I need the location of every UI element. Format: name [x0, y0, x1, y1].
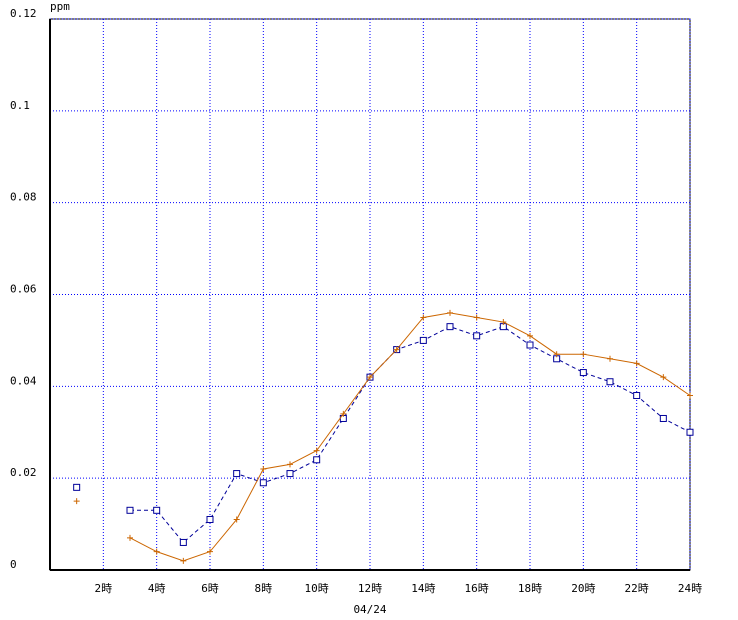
x-tick-label: 2時 [95, 582, 113, 595]
data-point [580, 351, 587, 358]
data-point [473, 314, 480, 321]
x-tick-label: 22時 [625, 582, 649, 595]
data-point [526, 341, 534, 349]
y-tick-label: 0.12 [10, 7, 37, 20]
x-tick-label: 20時 [571, 582, 595, 595]
x-tick-label: 6時 [201, 582, 219, 595]
x-tick-label: 24時 [678, 582, 702, 595]
data-point [527, 332, 533, 339]
x-tick-label: 16時 [465, 582, 489, 595]
data-point [393, 346, 400, 353]
data-point [473, 332, 481, 340]
data-point [207, 548, 213, 555]
data-point [579, 369, 587, 377]
data-point [659, 414, 667, 422]
data-point [260, 465, 267, 472]
data-point [73, 498, 80, 505]
x-tick-label: 18時 [518, 582, 542, 595]
y-tick-label: 0 [10, 558, 17, 571]
data-point [233, 470, 241, 478]
data-point [633, 392, 641, 400]
x-tick-label: 14時 [411, 582, 435, 595]
x-axis-label: 04/24 [353, 603, 386, 616]
data-point [686, 428, 694, 436]
data-point [500, 319, 507, 326]
data-point [286, 470, 294, 478]
series-line [130, 326, 691, 544]
data-point [606, 378, 614, 386]
data-point [660, 374, 667, 381]
data-point [313, 447, 320, 454]
data-point [419, 336, 427, 344]
data-point [447, 309, 453, 316]
data-point [607, 355, 613, 362]
data-point [340, 410, 347, 417]
y-tick-label: 0.06 [10, 283, 37, 296]
y-tick-label: 0.04 [10, 374, 37, 387]
y-tick-label: 0.1 [10, 99, 30, 112]
data-point [313, 456, 321, 464]
data-point [367, 374, 373, 381]
data-point [446, 323, 454, 331]
data-point [633, 360, 640, 367]
y-tick-label: 0.02 [10, 466, 37, 479]
data-point [259, 479, 267, 487]
y-tick-label: 0.08 [10, 191, 37, 204]
data-point [180, 557, 187, 564]
data-point [420, 314, 427, 321]
y-axis-unit: ppm [50, 0, 70, 13]
data-point [179, 538, 187, 546]
data-point [553, 351, 560, 358]
series-line [129, 312, 691, 562]
data-point [73, 483, 81, 491]
data-point [153, 548, 160, 555]
data-point [687, 392, 693, 399]
x-tick-label: 10時 [305, 582, 329, 595]
x-tick-label: 12時 [358, 582, 382, 595]
data-point [287, 461, 293, 468]
x-tick-label: 4時 [148, 582, 166, 595]
data-point [153, 506, 161, 514]
data-point [233, 516, 240, 523]
data-point [126, 506, 134, 514]
data-point [127, 534, 133, 541]
data-point [206, 515, 214, 523]
x-tick-label: 8時 [255, 582, 273, 595]
